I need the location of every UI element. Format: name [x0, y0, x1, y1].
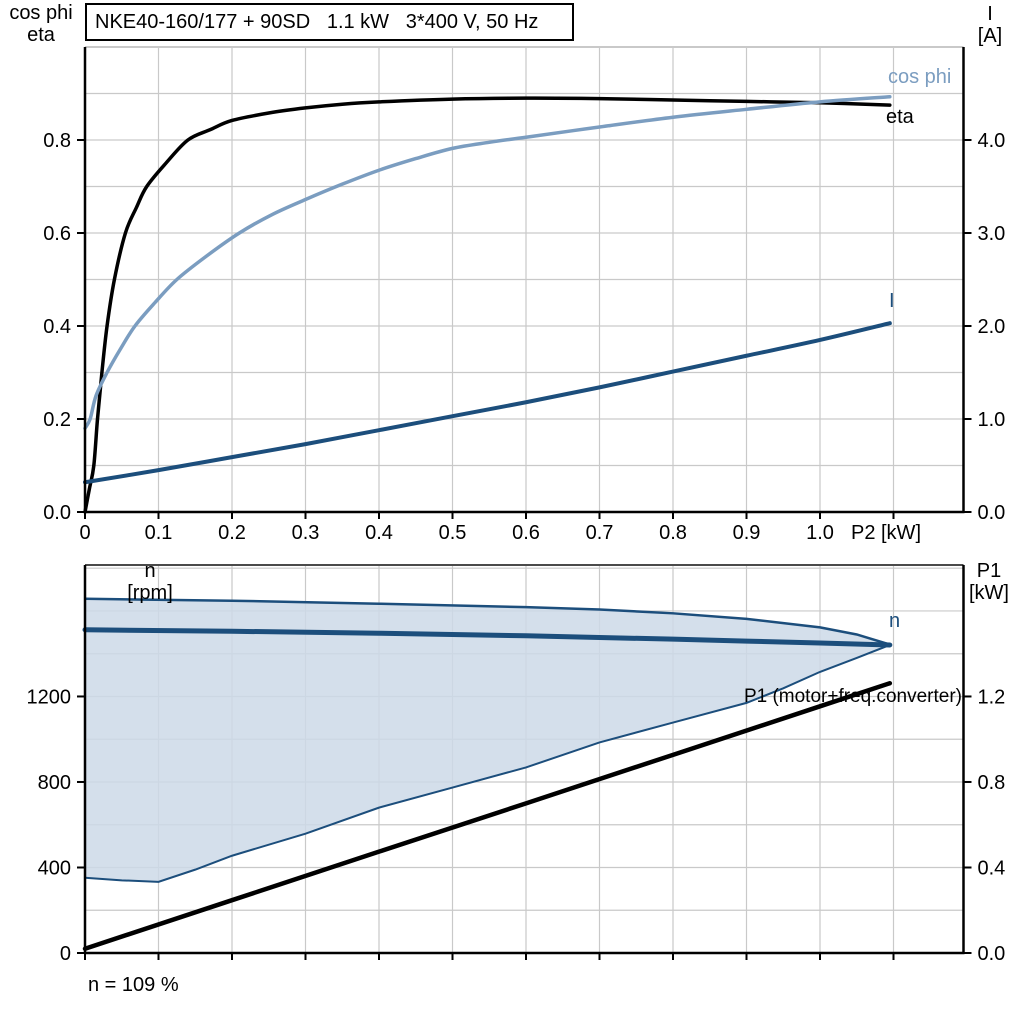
- current-curve-label: I: [889, 290, 895, 312]
- speed-curve-label: n: [889, 610, 901, 632]
- x-tick-label: 0.4: [365, 522, 393, 544]
- speed-axis-label: n: [144, 560, 156, 582]
- right-tick-label: 0.0: [978, 502, 1006, 524]
- cos-phi-curve-label: cos phi: [888, 66, 952, 88]
- top-left-axis-title: cos phi eta: [0, 2, 82, 46]
- x-tick-label: 0.9: [733, 522, 761, 544]
- left-tick-label: 0.4: [43, 316, 71, 338]
- right-tick-label: 0.0: [978, 943, 1006, 965]
- right-tick-label: 4.0: [978, 130, 1006, 152]
- eta-curve: [83, 96, 892, 514]
- p1-curve-label: P1 (motor+freq.converter): [743, 686, 962, 707]
- bottom-left-axis-title: n [rpm]: [108, 560, 192, 604]
- x-tick-label: 0.3: [292, 522, 320, 544]
- right-tick-label: 1.2: [978, 686, 1006, 708]
- eta-axis-label: eta: [27, 24, 55, 46]
- x-tick-label: 0.1: [145, 522, 173, 544]
- x-tick-label: 0.8: [659, 522, 687, 544]
- current-axis-label: I: [987, 3, 993, 25]
- top-chart: 0 0.1 0.2 0.3 0.4 0.5 0.6 0.7 0.8 0.9 1.0 0.0 0.2 0.4…: [43, 46, 1005, 544]
- left-tick-label: 0.6: [43, 223, 71, 245]
- cos-phi-curve: [83, 95, 892, 431]
- p1-axis-label: P1: [976, 560, 1002, 582]
- x-tick-label: 0: [79, 522, 90, 544]
- current-axis-unit: [A]: [977, 25, 1003, 47]
- top-right-axis-title: I [A]: [958, 3, 1022, 47]
- max-speed-boundary-curve: [84, 597, 891, 646]
- x-axis-unit-label: P2 [kW]: [851, 522, 921, 544]
- right-tick-label: 0.4: [978, 857, 1006, 879]
- left-tick-label: 400: [38, 857, 71, 879]
- left-tick-label: 1200: [27, 686, 72, 708]
- right-tick-label: 0.8: [978, 772, 1006, 794]
- bottom-right-axis-title: P1 [kW]: [956, 560, 1022, 604]
- axis-ticks-and-labels: 0 0.1 0.2 0.3 0.4 0.5 0.6 0.7 0.8 0.9 1.0 0.0 0.2 0.4…: [43, 130, 1005, 544]
- left-tick-label: 0: [60, 943, 71, 965]
- min-speed-boundary-curve: [84, 644, 891, 883]
- x-tick-label: 0.2: [218, 522, 246, 544]
- x-tick-label: 0.6: [512, 522, 540, 544]
- i-curve: [83, 321, 892, 485]
- operating-range-band: [85, 598, 890, 882]
- left-tick-label: 0.8: [43, 130, 71, 152]
- left-tick-label: 800: [38, 772, 71, 794]
- right-tick-label: 3.0: [978, 223, 1006, 245]
- right-tick-label: 2.0: [978, 316, 1006, 338]
- p1-motor-freq-converter--curve: [82, 680, 893, 951]
- bottom-chart: 0 400 800 1200 0.0 0.4 0.8 1.2: [27, 564, 1006, 965]
- gridlines: [85, 46, 964, 512]
- eta-curve-label: eta: [886, 106, 914, 128]
- x-tick-label: 1.0: [806, 522, 834, 544]
- right-tick-label: 1.0: [978, 409, 1006, 431]
- chart-title: NKE40-160/177 + 90SD 1.1 kW 3*400 V, 50 …: [85, 3, 574, 41]
- cos-phi-axis-label: cos phi: [9, 2, 73, 24]
- x-tick-label: 0.5: [439, 522, 467, 544]
- n-curve: [82, 627, 893, 648]
- speed-percentage-annotation: n = 109 %: [88, 974, 179, 996]
- axis-ticks-and-labels: 0 400 800 1200 0.0 0.4 0.8 1.2: [27, 686, 1006, 965]
- x-tick-label: 0.7: [586, 522, 614, 544]
- left-tick-label: 0.2: [43, 409, 71, 431]
- speed-axis-unit: [rpm]: [127, 582, 173, 604]
- left-tick-label: 0.0: [43, 502, 71, 524]
- p1-axis-unit: [kW]: [969, 582, 1009, 604]
